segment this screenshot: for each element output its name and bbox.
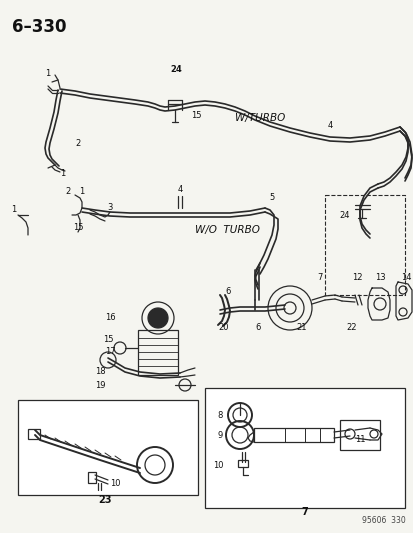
Bar: [324, 195, 404, 295]
Bar: [28, 429, 40, 439]
Text: 1: 1: [60, 168, 66, 177]
Text: 6: 6: [255, 324, 260, 333]
Text: 16: 16: [104, 313, 115, 322]
Text: 7: 7: [316, 273, 322, 282]
Text: 21: 21: [296, 324, 306, 333]
Bar: [204, 388, 404, 508]
Text: 23: 23: [98, 495, 112, 505]
Circle shape: [147, 308, 168, 328]
Text: 9: 9: [217, 431, 222, 440]
Text: 3: 3: [107, 203, 112, 212]
Bar: [88, 472, 96, 483]
Text: 15: 15: [102, 335, 113, 344]
Text: 10: 10: [109, 479, 120, 488]
Text: 4: 4: [327, 120, 332, 130]
Text: 6: 6: [225, 287, 230, 296]
Text: 17: 17: [104, 348, 115, 357]
Text: 11: 11: [354, 435, 364, 445]
Text: 4: 4: [177, 185, 182, 195]
Text: 5: 5: [269, 192, 274, 201]
Text: 15: 15: [73, 223, 83, 232]
Text: 95606  330: 95606 330: [361, 516, 405, 525]
Text: 2: 2: [65, 188, 71, 197]
Text: 1: 1: [11, 206, 17, 214]
Text: 1: 1: [79, 188, 84, 197]
Text: 22: 22: [346, 324, 356, 333]
Text: W/O  TURBO: W/O TURBO: [195, 225, 259, 235]
Text: 6–330: 6–330: [12, 18, 66, 36]
Text: 24: 24: [339, 212, 349, 221]
Text: 2: 2: [75, 139, 81, 148]
Text: 8: 8: [217, 410, 222, 419]
Bar: [237, 460, 247, 467]
Bar: [18, 400, 197, 495]
Text: 12: 12: [351, 273, 361, 282]
Bar: [138, 330, 178, 375]
Bar: [254, 428, 333, 442]
Text: 1: 1: [45, 69, 50, 77]
Text: 19: 19: [95, 381, 105, 390]
Text: 14: 14: [400, 273, 410, 282]
Bar: [339, 420, 379, 450]
Text: 18: 18: [95, 367, 105, 376]
Text: 15: 15: [190, 110, 201, 119]
Text: 7: 7: [301, 507, 308, 517]
Text: W/TURBO: W/TURBO: [235, 113, 285, 123]
Text: 10: 10: [212, 461, 223, 470]
Text: 13: 13: [374, 273, 385, 282]
Text: 24: 24: [170, 66, 181, 75]
Text: 20: 20: [218, 324, 229, 333]
